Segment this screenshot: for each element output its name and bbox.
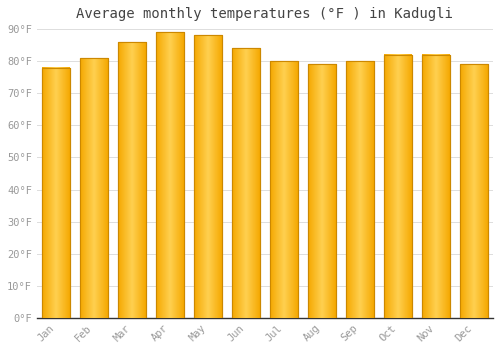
- Bar: [422, 55, 450, 318]
- Bar: [346, 61, 374, 318]
- Bar: [308, 64, 336, 318]
- Bar: [80, 58, 108, 318]
- Bar: [194, 35, 222, 318]
- Bar: [422, 55, 450, 318]
- Bar: [232, 48, 260, 318]
- Bar: [156, 32, 184, 318]
- Bar: [42, 68, 70, 318]
- Bar: [270, 61, 297, 318]
- Bar: [80, 58, 108, 318]
- Bar: [118, 42, 146, 318]
- Bar: [308, 64, 336, 318]
- Bar: [384, 55, 411, 318]
- Bar: [156, 32, 184, 318]
- Bar: [460, 64, 487, 318]
- Bar: [42, 68, 70, 318]
- Bar: [460, 64, 487, 318]
- Bar: [118, 42, 146, 318]
- Bar: [384, 55, 411, 318]
- Bar: [346, 61, 374, 318]
- Title: Average monthly temperatures (°F ) in Kadugli: Average monthly temperatures (°F ) in Ka…: [76, 7, 454, 21]
- Bar: [270, 61, 297, 318]
- Bar: [194, 35, 222, 318]
- Bar: [232, 48, 260, 318]
